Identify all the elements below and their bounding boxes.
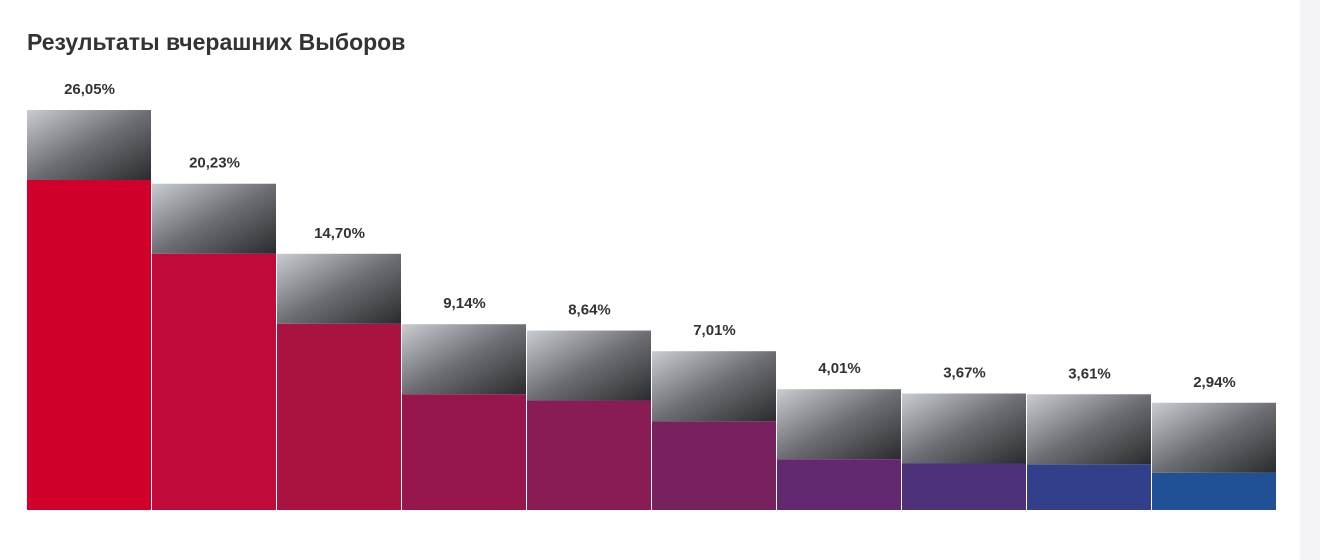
bar	[27, 180, 151, 510]
car-photo	[527, 330, 651, 401]
bar	[527, 400, 651, 510]
car-photo	[402, 324, 526, 395]
bar	[152, 253, 276, 510]
value-label: 26,05%	[64, 81, 115, 98]
car-photo	[27, 110, 151, 180]
value-label: 2,94%	[1193, 374, 1236, 391]
value-label: 9,14%	[443, 295, 486, 312]
bar	[1152, 472, 1276, 510]
car-photo	[277, 253, 401, 324]
car-photo	[1152, 402, 1276, 473]
value-label: 20,23%	[189, 155, 240, 172]
scroll-area	[1300, 0, 1320, 560]
value-label: 3,67%	[943, 365, 986, 382]
car-photo	[652, 351, 776, 422]
value-label: 3,61%	[1068, 365, 1111, 382]
value-label: 8,64%	[568, 302, 611, 319]
car-photo	[152, 183, 276, 254]
bar	[1027, 464, 1151, 510]
value-label: 7,01%	[693, 322, 736, 339]
bar	[902, 463, 1026, 510]
car-photo	[1027, 394, 1151, 465]
bar	[277, 323, 401, 510]
bar	[402, 394, 526, 510]
car-photo	[777, 389, 901, 460]
value-label: 4,01%	[818, 360, 861, 377]
value-label: 14,70%	[314, 225, 365, 242]
bar	[777, 459, 901, 510]
bar	[652, 421, 776, 510]
chart-title: Результаты вчерашних Выборов	[27, 29, 405, 55]
car-photo	[902, 393, 1026, 464]
